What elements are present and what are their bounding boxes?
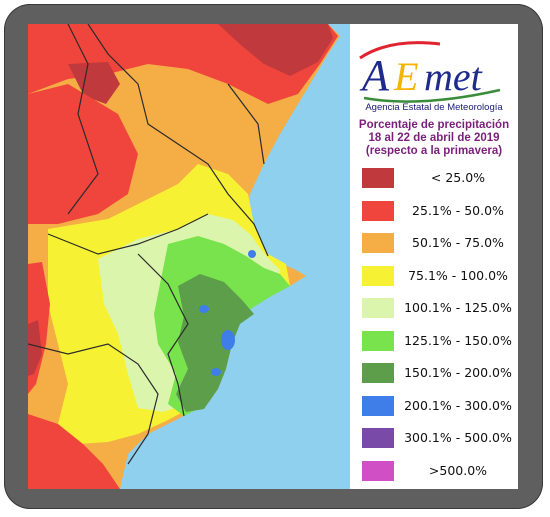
legend-swatch [362,168,394,188]
title-line-1: Porcentaje de precipitación [358,119,510,131]
map-title: Porcentaje de precipitación 18 al 22 de … [354,119,514,158]
region-dark-north [218,24,333,76]
legend-item: >500.0% [362,460,518,481]
region-blue-2 [199,305,209,313]
legend-label: 300.1% - 500.0% [404,430,512,445]
legend-item: 300.1% - 500.0% [362,428,518,448]
legend-swatch [362,298,394,318]
legend-item: 100.1% - 125.0% [362,298,518,318]
legend-label: 200.1% - 300.0% [404,397,512,413]
legend-label: 75.1% - 100.0% [408,267,508,283]
region-darkred-southwest [28,320,42,376]
legend-item: < 25.0% [362,168,518,188]
legend-item: 150.1% - 200.0% [362,363,518,383]
legend-label: 150.1% - 200.0% [404,365,512,380]
legend-item: 200.1% - 300.0% [362,395,518,416]
legend-item: 75.1% - 100.0% [362,265,518,286]
region-blue-4 [211,368,221,376]
region-red-south [28,414,120,489]
legend-label: >500.0% [428,462,488,478]
region-dark-west [68,62,120,104]
legend-swatch [362,428,394,448]
legend-swatch [362,395,394,416]
legend-label: 50.1% - 75.0% [412,235,504,250]
title-line-2: 18 al 22 de abril de 2019 [368,132,500,144]
legend-panel: A E met Agencia Estatal de Meteorología … [350,24,518,489]
svg-text:E: E [393,54,418,99]
legend-swatch [362,460,394,481]
legend-item: 50.1% - 75.0% [362,233,518,253]
title-line-3: (respecto a la primavera) [365,145,503,157]
agency-name: Agencia Estatal de Meteorología [365,102,503,113]
region-blue-3 [248,250,256,258]
svg-text:met: met [424,54,483,99]
legend-label: 100.1% - 125.0% [404,300,512,315]
legend-label: < 25.0% [430,170,486,185]
legend-swatch [362,200,394,221]
legend-label: 125.1% - 150.0% [404,332,512,348]
province-boundaries [28,24,269,465]
legend-label: 25.1% - 50.0% [412,202,504,218]
region-blue-1 [221,330,235,350]
region-red-west [28,84,138,224]
region-darkgreen [176,274,254,412]
legend-swatch [362,363,394,383]
svg-text:A: A [359,51,390,100]
legend-swatch [362,233,394,253]
aemet-logo: A E met [350,30,518,114]
precipitation-map [28,24,350,489]
map-graphic [28,24,350,489]
legend-swatch [362,265,394,286]
legend-item: 25.1% - 50.0% [362,200,518,221]
legend-item: 125.1% - 150.0% [362,330,518,351]
legend-swatch [362,330,394,351]
